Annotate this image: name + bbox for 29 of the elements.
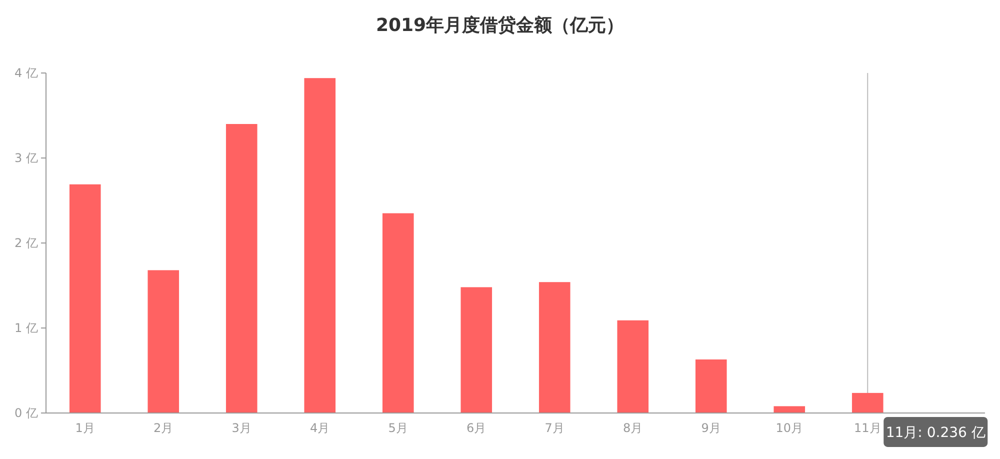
bar bbox=[69, 184, 101, 413]
y-tick-label: 2 亿 bbox=[14, 236, 38, 250]
bar bbox=[148, 270, 180, 413]
x-tick-label: 6月 bbox=[466, 421, 486, 435]
bar bbox=[617, 320, 649, 413]
x-tick-label: 2月 bbox=[154, 421, 174, 435]
bar bbox=[695, 359, 727, 413]
bar bbox=[382, 213, 414, 413]
x-tick-label: 1月 bbox=[75, 421, 95, 435]
y-tick-label: 1 亿 bbox=[14, 321, 38, 335]
y-tick-label: 0 亿 bbox=[14, 406, 38, 420]
x-tick-label: 3月 bbox=[232, 421, 252, 435]
bar bbox=[460, 287, 492, 413]
x-tick-label: 9月 bbox=[701, 421, 721, 435]
x-tick-label: 4月 bbox=[310, 421, 330, 435]
chart-title: 2019年月度借贷金额（亿元） bbox=[376, 15, 624, 36]
bar bbox=[774, 406, 806, 413]
bar bbox=[538, 282, 570, 413]
x-tick-label: 5月 bbox=[388, 421, 408, 435]
x-tick-label: 10月 bbox=[776, 421, 804, 435]
x-tick-label: 7月 bbox=[544, 421, 564, 435]
x-tick-label: 8月 bbox=[623, 421, 643, 435]
annotation: 11月: 0.236 亿 bbox=[886, 424, 986, 441]
bar bbox=[226, 124, 258, 413]
bar bbox=[852, 392, 884, 413]
y-tick-label: 3 亿 bbox=[14, 151, 38, 165]
x-tick-label: 11月 bbox=[854, 421, 882, 435]
bar bbox=[304, 78, 336, 413]
y-tick-label: 4 亿 bbox=[14, 66, 38, 80]
